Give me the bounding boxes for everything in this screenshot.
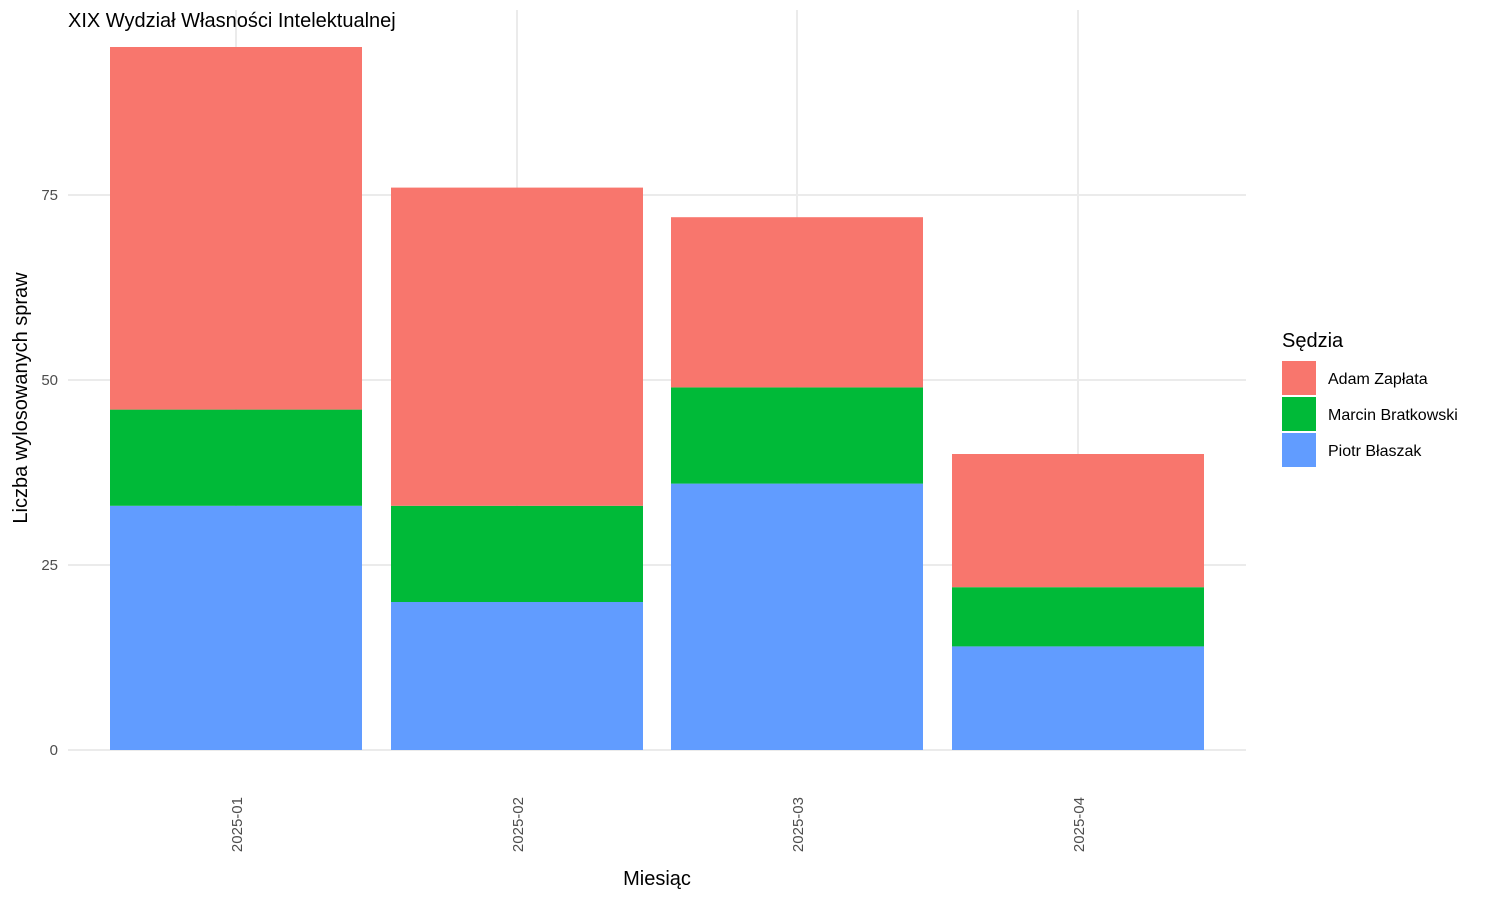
y-tick-label: 25 [41,557,58,574]
bar-segment [391,187,643,506]
legend-entries: Adam Zapłata Marcin Bratkowski Piotr Błasz… [1282,361,1458,467]
bar-segment [110,505,362,750]
bar-segment [110,47,362,410]
bar-segment [391,602,643,750]
bar-segment [671,483,923,750]
chart-title: XIX Wydział Własności Intelektualnej [68,10,396,32]
x-tick-label: 2025-01 [229,797,246,852]
legend-swatch [1282,433,1316,467]
legend-label: Marcin Bratkowski [1328,407,1458,424]
y-tick-label: 50 [41,372,58,389]
bar-segment [671,217,923,388]
y-tick-label: 0 [50,742,58,759]
bar-segment [671,387,923,484]
bar-segment [952,646,1204,750]
legend-swatch [1282,397,1316,431]
legend: Sędzia Adam Zapłata Marcin Bratkowski Piot… [1282,330,1458,467]
bars [110,47,1204,750]
bar-segment [391,505,643,602]
bar-segment [952,454,1204,588]
legend-label: Piotr Błaszak [1328,443,1422,460]
legend-swatch [1282,361,1316,395]
y-axis-title: Liczba wylosowanych spraw [10,272,32,524]
x-tick-label: 2025-02 [510,797,527,852]
x-axis-title: Miesiąc [623,868,691,890]
y-axis-ticks: 0 25 50 75 [41,187,58,759]
bar-segment [110,409,362,506]
x-axis-ticks: 2025-01 2025-02 2025-03 2025-04 [229,797,1088,852]
x-tick-label: 2025-03 [790,797,807,852]
legend-title: Sędzia [1282,330,1344,352]
bar-segment [952,587,1204,647]
y-tick-label: 75 [41,187,58,204]
x-tick-label: 2025-04 [1071,797,1088,852]
legend-label: Adam Zapłata [1328,371,1428,388]
